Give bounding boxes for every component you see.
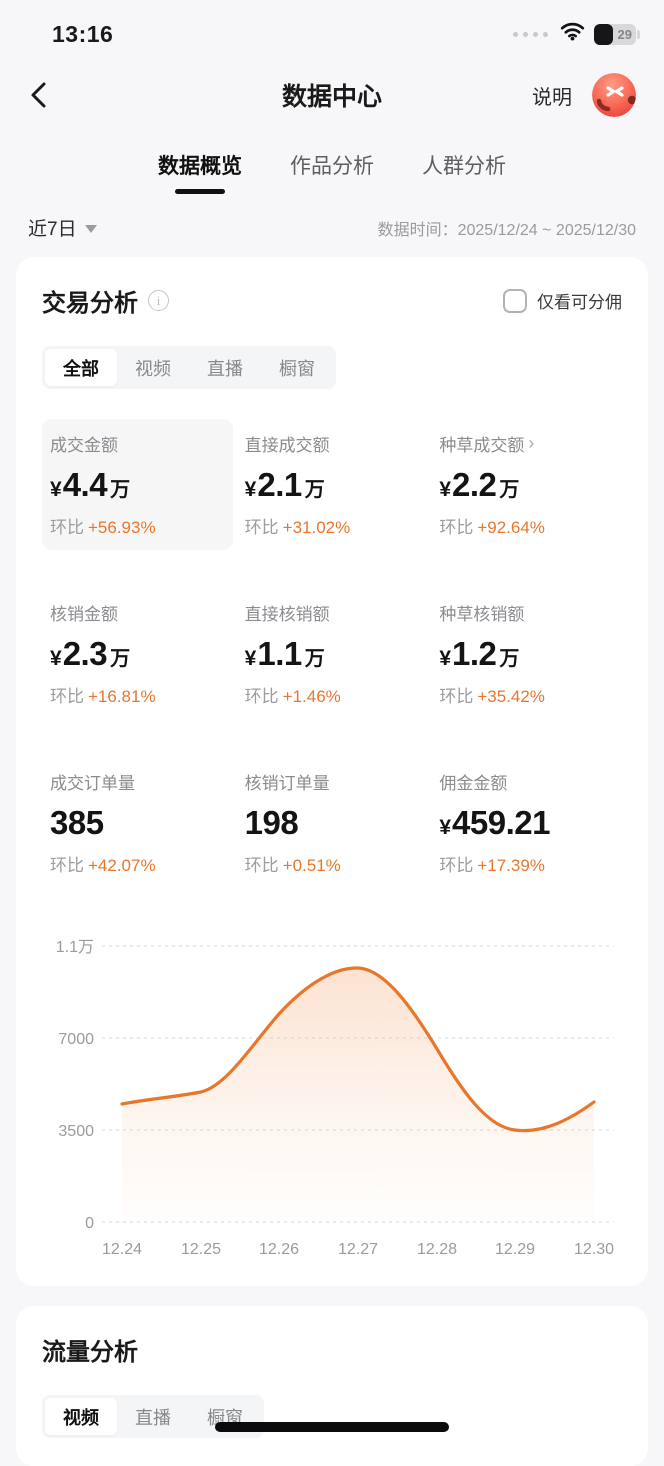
traffic-analysis-card: 流量分析 视频 直播 橱窗 [16,1306,648,1466]
wifi-icon [560,22,585,46]
area-fill [122,967,594,1222]
segment-video[interactable]: 视频 [135,358,171,379]
metric-card-redeemed-order-count[interactable]: 核销订单量 198 环比 +0.51% [244,774,341,875]
info-icon[interactable] [148,290,169,311]
metrics-grid: 成交金额 ¥4.4 万 环比 +56.93% 直接成交额 ¥2.1 万 环比 +31.0… [42,419,622,888]
metric-card-seeding-gmv[interactable]: 种草成交额 › ¥2.2 万 环比 +92.64% [439,433,545,537]
commission-filter[interactable]: 仅看可分佣 [503,288,622,313]
tab-audience-analysis[interactable]: 人群分析 [422,155,506,178]
metric-card-seeding-redeemed[interactable]: 种草核销额 ¥1.2 万 环比 +35.42% [439,605,545,706]
trade-segment-control: 全部 视频 直播 橱窗 [42,346,336,389]
trend-chart[interactable]: 1.1万 7000 3500 0 12.24 12.25 12.26 12.27… [42,922,622,1260]
segment-live[interactable]: 直播 [207,358,243,379]
commission-checkbox[interactable] [503,288,527,313]
signal-dots-icon [513,31,548,37]
date-range-dropdown[interactable]: 近7日 [28,214,97,241]
metric-card-direct-redeemed[interactable]: 直接核销额 ¥1.1 万 环比 +1.46% [244,605,341,706]
status-bar: 13:16 29 [0,0,664,58]
trade-card-title: 交易分析 [42,290,138,317]
metric-card-commission[interactable]: 佣金金额 ¥459.21 环比 +17.39% [439,774,550,875]
segment-all[interactable]: 全部 [45,349,117,386]
help-link[interactable]: 说明 [532,86,572,109]
clock: 13:16 [52,20,114,47]
filter-row: 近7日 数据时间：2025/12/24 ~ 2025/12/30 [0,200,664,257]
y-tick: 0 [85,1215,94,1232]
x-tick: 12.25 [181,1241,221,1258]
x-tick: 12.27 [338,1241,378,1258]
metric-card-gmv[interactable]: 成交金额 ¥4.4 万 环比 +56.93% [42,419,233,550]
data-time-range: 数据时间：2025/12/24 ~ 2025/12/30 [377,221,636,239]
trade-analysis-card: 交易分析 仅看可分佣 全部 视频 直播 橱窗 成交金额 ¥4.4万 环比+56.… [16,257,648,1286]
x-tick: 12.29 [495,1241,535,1258]
traffic-segment-video[interactable]: 视频 [45,1398,117,1435]
trend-line [120,966,596,1133]
battery-icon: 29 [594,23,640,45]
tab-data-overview[interactable]: 数据概览 [156,142,244,194]
battery-percent: 29 [617,26,632,42]
x-tick: 12.24 [102,1241,142,1258]
tab-content-analysis[interactable]: 作品分析 [290,155,374,178]
metric-card-order-count[interactable]: 成交订单量 385 环比 +42.07% [50,774,156,875]
y-tick: 7000 [58,1031,94,1048]
home-indicator[interactable] [215,1422,449,1432]
header: 数据中心 说明 [0,58,664,132]
main-tab-bar: 数据概览 作品分析 人群分析 [0,136,664,200]
y-tick: 3500 [58,1123,94,1140]
x-tick: 12.30 [574,1241,614,1258]
avatar[interactable] [592,73,636,117]
commission-checkbox-label: 仅看可分佣 [537,293,622,312]
traffic-card-title: 流量分析 [42,1339,138,1366]
x-tick: 12.26 [259,1241,299,1258]
caret-down-icon [84,224,97,233]
back-button[interactable] [28,78,62,112]
x-tick: 12.28 [417,1241,457,1258]
metric-card-redeemed-amount[interactable]: 核销金额 ¥2.3 万 环比 +16.81% [50,605,156,706]
date-range-label: 近7日 [28,219,77,240]
metric-card-direct-gmv[interactable]: 直接成交额 ¥2.1 万 环比 +31.02% [244,436,351,537]
segment-showcase[interactable]: 橱窗 [279,358,315,379]
y-tick: 1.1万 [56,939,94,956]
chevron-right-icon: › [528,433,535,453]
traffic-segment-live[interactable]: 直播 [135,1407,171,1428]
chevron-left-icon [31,82,46,108]
